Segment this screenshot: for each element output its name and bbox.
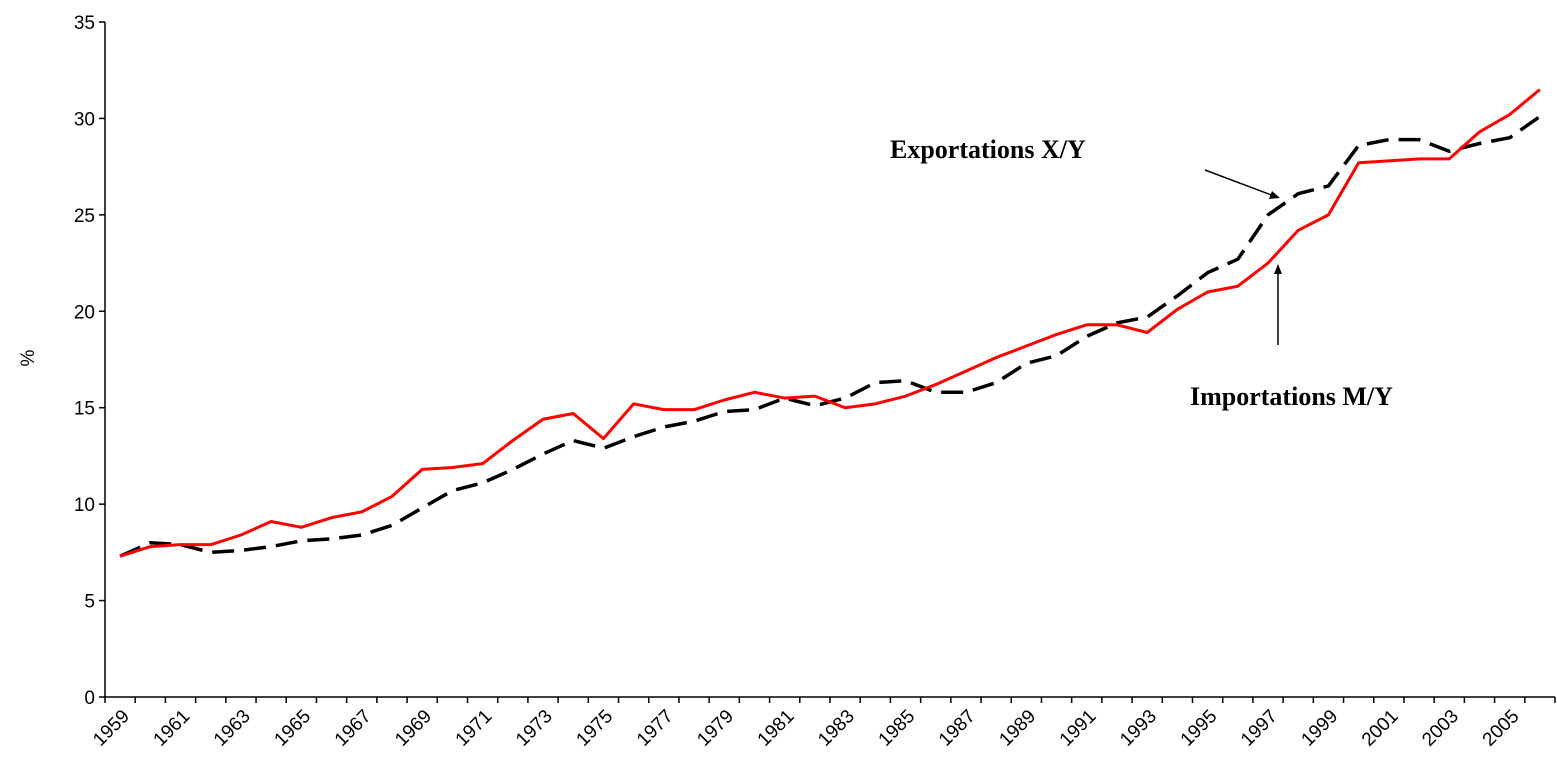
series-line <box>119 88 1541 558</box>
arrow-head <box>1269 191 1280 199</box>
annotation: Exportations X/Y <box>890 135 1086 164</box>
x-tick-label: 2001 <box>1358 706 1403 751</box>
x-tick-label: 1995 <box>1177 706 1222 751</box>
x-tick-label: 1967 <box>331 706 376 751</box>
x-tick-label: 1979 <box>693 706 738 751</box>
x-tick-label: 1987 <box>935 706 980 751</box>
x-tick-label: 1969 <box>391 706 436 751</box>
x-tick-label: 1993 <box>1116 706 1161 751</box>
y-tick-label: 35 <box>74 13 95 34</box>
x-tick-label: 1985 <box>875 706 920 751</box>
x-tick-label: 1973 <box>512 706 557 751</box>
y-tick-label: 10 <box>74 495 95 516</box>
x-tick-label: 1961 <box>150 706 195 751</box>
y-tick-label: 15 <box>74 399 95 420</box>
y-tick-label: 0 <box>84 688 95 709</box>
x-tick-label: 1989 <box>995 706 1040 751</box>
x-tick-label: 1997 <box>1237 706 1282 751</box>
y-tick-label: 25 <box>74 206 95 227</box>
arrow <box>1204 169 1275 197</box>
y-tick-label: 20 <box>74 302 95 323</box>
x-tick-label: 1965 <box>270 706 315 751</box>
x-tick-label: 2005 <box>1479 706 1524 751</box>
series-line <box>119 115 1541 558</box>
x-tick-label: 1991 <box>1056 706 1101 751</box>
x-tick-label: 1981 <box>754 706 799 751</box>
x-tick-label: 2003 <box>1418 706 1463 751</box>
y-tick-label: 30 <box>74 109 95 130</box>
x-tick-label: 1971 <box>452 706 497 751</box>
x-tick-label: 1983 <box>814 706 859 751</box>
x-tick-label: 1975 <box>572 706 617 751</box>
x-tick-label: 1999 <box>1297 706 1342 751</box>
x-tick-label: 1959 <box>89 706 134 751</box>
arrow-head <box>1274 264 1282 274</box>
x-tick-label: 1977 <box>633 706 678 751</box>
x-tick-label: 1963 <box>210 706 255 751</box>
y-tick-label: 5 <box>84 592 95 613</box>
annotation: Importations M/Y <box>1190 382 1393 411</box>
y-axis-label: % <box>18 349 39 366</box>
